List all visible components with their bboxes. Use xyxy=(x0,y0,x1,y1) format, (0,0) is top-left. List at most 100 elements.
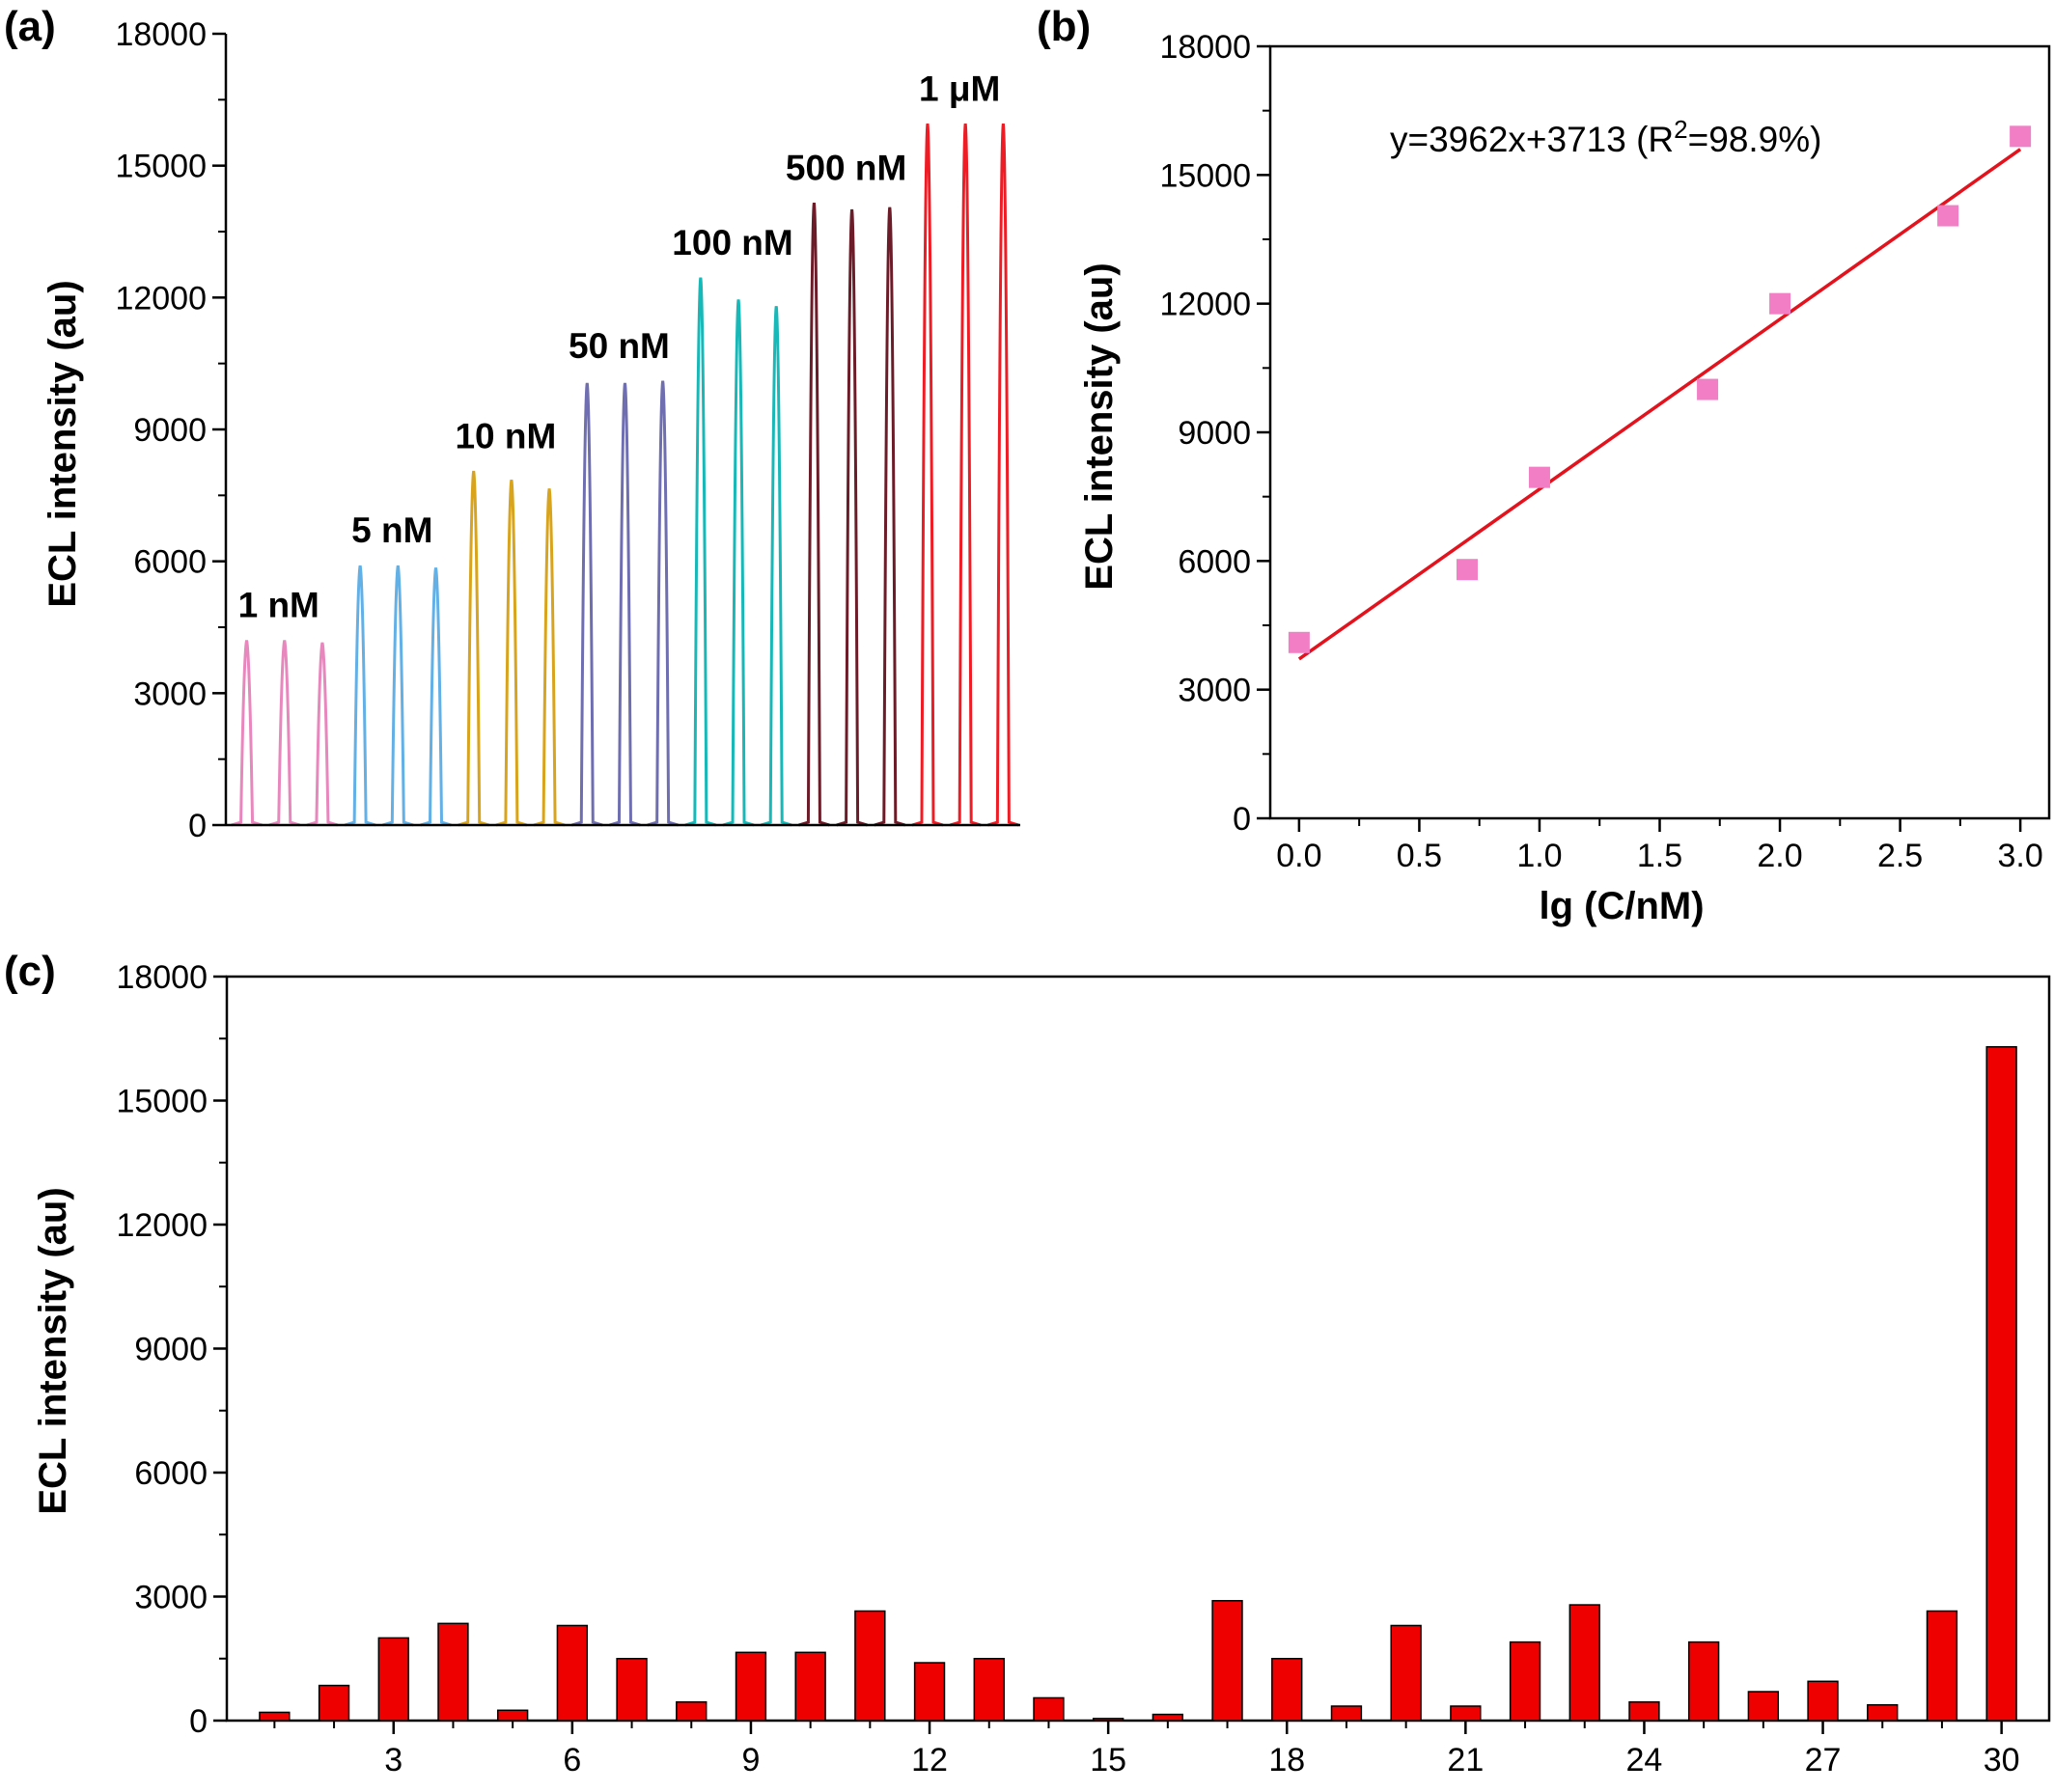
panel-a-peak xyxy=(306,642,339,827)
panel-c-bar xyxy=(1152,1713,1184,1722)
panel-a-peak xyxy=(722,299,755,827)
panel-b-ytick-label: 15000 xyxy=(1159,157,1251,194)
panel-a-peak xyxy=(458,470,490,827)
panel-c-bar xyxy=(1568,1604,1600,1722)
panel-c-bar xyxy=(1867,1703,1899,1722)
panel-c-bar xyxy=(854,1610,886,1722)
panel-b-points xyxy=(1288,125,2032,653)
panel-c-bar xyxy=(496,1709,529,1722)
panel-b-point xyxy=(1937,205,1959,227)
panel-a-peak xyxy=(268,640,301,827)
panel-c-bar xyxy=(913,1662,946,1722)
panel-c-ytick-label: 6000 xyxy=(134,1455,208,1492)
panel-b-ylabel: ECL intensity (au) xyxy=(1078,262,1121,590)
panel-b-ytick-label: 9000 xyxy=(1178,415,1251,452)
panel-c-bar xyxy=(794,1651,826,1722)
panel-c-bar xyxy=(1926,1610,1958,1722)
panel-b-xtick-label: 2.0 xyxy=(1757,838,1802,874)
panel-c-xtick-label: 15 xyxy=(1090,1742,1126,1778)
panel-b-xlabel: lg (C/nM) xyxy=(1539,885,1704,927)
panel-a-concentration-label: 100 nM xyxy=(672,223,792,262)
panel-b-xtick-label: 1.5 xyxy=(1637,838,1682,874)
panel-b-point xyxy=(1456,559,1478,581)
panel-b-point xyxy=(2010,125,2032,148)
panel-c-bar xyxy=(1092,1718,1124,1722)
panel-b-xtick-label: 3.0 xyxy=(1997,838,2042,874)
panel-a-peak xyxy=(797,203,830,827)
panel-c-bar xyxy=(556,1624,589,1722)
panel-c-xtick-label: 9 xyxy=(741,1742,760,1778)
panel-c-ytick-label: 0 xyxy=(189,1703,208,1740)
panel-a-peak xyxy=(570,382,603,827)
panel-c-bar xyxy=(1628,1700,1660,1722)
panel-c-bar xyxy=(318,1684,350,1722)
panel-c-bar xyxy=(1271,1658,1303,1722)
panel-b-chart: (b) ECL intensity (au) lg (C/nM) 0 3000 60… xyxy=(1037,3,2051,927)
panel-c-xtick-label: 6 xyxy=(563,1742,581,1778)
panel-b-plot-frame xyxy=(1268,44,2051,820)
panel-c-bar xyxy=(973,1658,1005,1722)
panel-a-peak xyxy=(231,640,263,827)
panel-c-xtick-label: 18 xyxy=(1268,1742,1305,1778)
panel-c-ytick-label: 18000 xyxy=(116,959,208,996)
panel-c-xtick-label: 30 xyxy=(1984,1742,2020,1778)
panel-c-bar xyxy=(1450,1705,1482,1722)
panel-c-xtick-label: 21 xyxy=(1447,1742,1484,1778)
panel-a-concentration-label: 500 nM xyxy=(786,148,906,187)
panel-b-fit-line xyxy=(1297,148,2022,661)
panel-b-ytick-label: 18000 xyxy=(1159,29,1251,66)
panel-b-regression-line xyxy=(1297,148,2022,661)
panel-b-xtick-label: 1.0 xyxy=(1516,838,1562,874)
panel-c-xtick-label: 27 xyxy=(1805,1742,1842,1778)
panel-a-peak xyxy=(495,480,528,827)
panel-c-xtick-label: 24 xyxy=(1626,1742,1663,1778)
panel-a-ytick-label: 15000 xyxy=(115,149,207,185)
panel-a-ytick-label: 18000 xyxy=(115,16,207,53)
panel-c-ytick-label: 3000 xyxy=(134,1580,208,1616)
panel-b-xtick-label: 0.5 xyxy=(1397,838,1442,874)
panel-label-c: (c) xyxy=(4,948,56,995)
panel-a-peak xyxy=(381,565,414,827)
panel-c-bar xyxy=(1807,1680,1839,1722)
panel-c-bar xyxy=(259,1711,291,1722)
panel-a-concentration-label: 50 nM xyxy=(569,326,670,366)
panel-c-bar xyxy=(1390,1624,1422,1722)
panel-b-fit-equation: y=3962x+3713 (R2=98.9%) xyxy=(1390,115,1821,159)
panel-a-peak xyxy=(609,382,641,827)
panel-a-peak xyxy=(760,306,792,827)
panel-b-ytick-label: 3000 xyxy=(1178,673,1251,709)
panel-c-chart: (c) ECL intensity (au) 0 3000 6000 9000 1200… xyxy=(4,948,2051,1778)
panel-c-ylabel: ECL intensity (au) xyxy=(32,1187,74,1514)
panel-b-ytick-label: 6000 xyxy=(1178,543,1251,580)
panel-c-xtick-label: 12 xyxy=(911,1742,948,1778)
panel-c-bar xyxy=(1687,1640,1720,1722)
panel-c-bar xyxy=(437,1622,469,1722)
panel-a-peak xyxy=(344,565,376,827)
panel-a-concentration-labels: 1 nM 5 nM 10 nM 50 nM 100 nM 500 nM 1 μM xyxy=(238,69,1001,624)
panel-a-ytick-label: 9000 xyxy=(133,412,207,449)
panel-b-point xyxy=(1769,292,1791,315)
panel-a-concentration-label: 10 nM xyxy=(455,416,556,455)
panel-c-bars xyxy=(259,1046,2017,1722)
panel-a-peak xyxy=(684,277,717,827)
panel-a-peak xyxy=(647,380,680,827)
panel-a-peak xyxy=(533,488,566,827)
panel-c-bar xyxy=(377,1637,409,1722)
panel-c-bar xyxy=(676,1700,708,1722)
panel-a-ylabel: ECL intensity (au) xyxy=(42,280,84,607)
panel-a-ytick-label: 0 xyxy=(188,808,207,844)
panel-b-point xyxy=(1288,631,1310,653)
panel-a-peak xyxy=(420,567,452,827)
panel-b-xtick-label: 0.0 xyxy=(1276,838,1321,874)
panel-a-peaks xyxy=(231,124,1019,827)
panel-c-bar xyxy=(616,1658,648,1722)
panel-a-ytick-label: 3000 xyxy=(133,675,207,712)
panel-a-ytick-label: 6000 xyxy=(133,544,207,581)
panel-c-bar xyxy=(1211,1600,1243,1722)
panel-a-peak xyxy=(949,124,982,827)
panel-label-b: (b) xyxy=(1037,3,1091,50)
panel-c-ytick-label: 15000 xyxy=(116,1084,208,1120)
panel-a-chart: (a) ECL intensity (au) 0 3000 6000 9000 1200… xyxy=(4,3,1020,844)
panel-c-bar xyxy=(735,1651,767,1722)
